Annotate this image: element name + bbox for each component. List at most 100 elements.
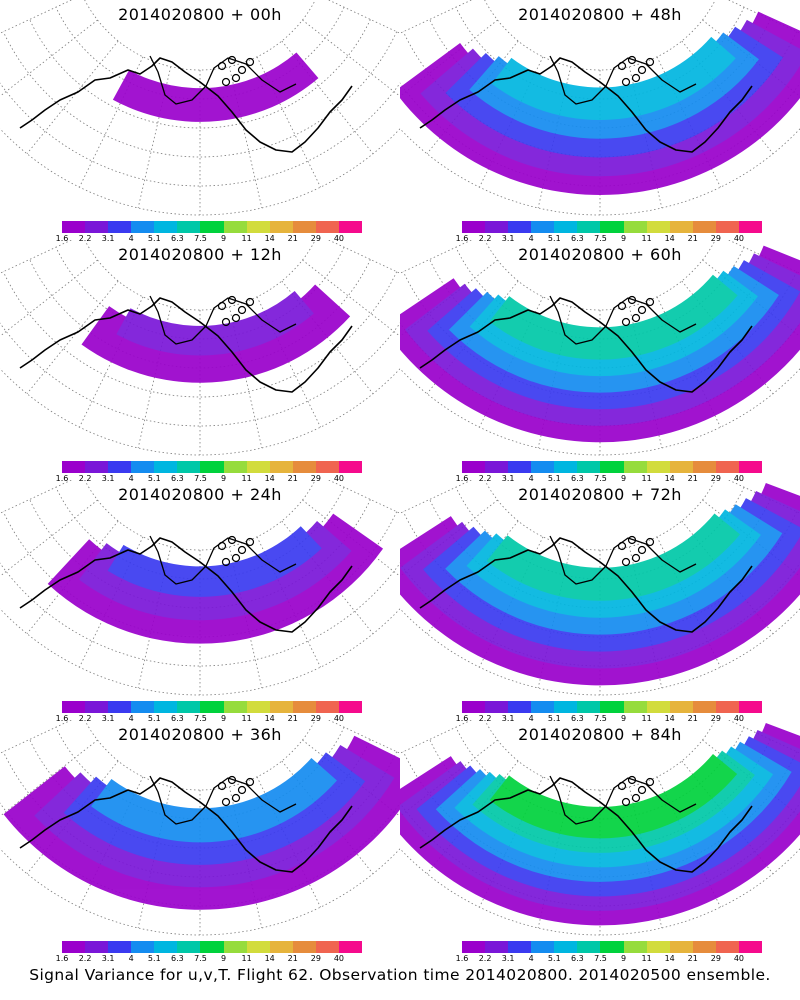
- colorbar-swatch: [554, 941, 578, 953]
- meridian-line: [302, 259, 400, 337]
- map: [400, 0, 800, 216]
- colorbar-swatch: [715, 461, 739, 473]
- colorbar-swatch: [131, 941, 155, 953]
- map: [0, 240, 400, 456]
- colorbar-swatch: [646, 941, 670, 953]
- island: [231, 313, 241, 323]
- island: [617, 301, 627, 311]
- colorbar-label: 14: [664, 474, 675, 483]
- colorbar: [462, 941, 763, 953]
- colorbar-swatch: [692, 941, 716, 953]
- colorbar-swatch: [554, 461, 578, 473]
- colorbar-label: 9: [220, 234, 227, 243]
- colorbar-label: 7.5: [594, 234, 607, 243]
- colorbar-swatch: [692, 701, 716, 713]
- parallel-line: [0, 128, 400, 216]
- colorbar-label: 6.3: [571, 954, 584, 963]
- colorbar-labels: 1.6 2.2 3.1 4 5.1 6.3 7.5 9 11 14 21 29 40: [56, 954, 362, 964]
- colorbar-swatch: [485, 221, 509, 233]
- meridian-line: [0, 240, 73, 274]
- map: [400, 240, 800, 456]
- colorbar-label: 3.1: [501, 234, 515, 243]
- colorbar-swatch: [269, 221, 293, 233]
- island: [645, 297, 655, 307]
- colorbar-label: 6.3: [171, 954, 184, 963]
- parallel-line: [400, 368, 800, 456]
- colorbar-label: 1.6: [55, 234, 69, 243]
- colorbar-label: 21: [687, 474, 698, 483]
- colorbar-swatch: [315, 701, 339, 713]
- panel-48h: 2014020800 + 48h 1.6 2.2 3.1 4 5.1 6.3 7.5 9 11 1…: [400, 0, 800, 243]
- colorbar-label: 1.6: [455, 954, 469, 963]
- colorbar-swatch: [462, 701, 486, 713]
- colorbar-label: 2.2: [78, 954, 92, 963]
- colorbar-label: 29: [710, 234, 721, 243]
- colorbar-label: 3.1: [101, 474, 115, 483]
- island: [637, 65, 647, 75]
- island: [645, 537, 655, 547]
- panel-title: 2014020800 + 00h: [118, 5, 282, 24]
- colorbar-label: 3.1: [501, 474, 515, 483]
- variance-band: [91, 757, 337, 843]
- colorbar-label: 1.6: [455, 474, 469, 483]
- colorbar-label: 29: [710, 954, 721, 963]
- coastline: [149, 775, 297, 825]
- meridian-line: [327, 240, 400, 274]
- meridian-line: [327, 720, 400, 754]
- colorbar-swatch: [62, 461, 86, 473]
- island: [237, 785, 247, 795]
- island: [621, 797, 631, 807]
- colorbar-swatch: [508, 461, 532, 473]
- colorbar-swatch: [62, 701, 86, 713]
- parallel-line: [400, 128, 800, 216]
- colorbar-swatch: [531, 221, 555, 233]
- colorbar-label: 4: [128, 714, 134, 723]
- panel-title: 2014020800 + 36h: [118, 725, 282, 744]
- colorbar-label: 4: [528, 714, 534, 723]
- colorbar-labels: 1.6 2.2 3.1 4 5.1 6.3 7.5 9 11 14 21 29 40: [56, 474, 362, 484]
- meridian-line: [302, 19, 400, 97]
- map: [400, 480, 800, 696]
- colorbar-swatch: [508, 221, 532, 233]
- colorbar-swatch: [669, 941, 693, 953]
- colorbar-label: 40: [733, 234, 745, 243]
- colorbar: [62, 701, 363, 713]
- meridian-line: [400, 240, 473, 274]
- coastline: [19, 297, 353, 393]
- variance-band: [112, 52, 319, 122]
- meridian-line: [0, 499, 98, 577]
- colorbar-label: 2.2: [478, 474, 492, 483]
- colorbar-label: 2.2: [78, 474, 92, 483]
- variance-field: [400, 482, 800, 686]
- colorbar-label: 29: [310, 714, 321, 723]
- variance-band: [489, 753, 738, 839]
- variance-field: [47, 513, 384, 644]
- parallel-line: [0, 322, 400, 427]
- colorbar-swatch: [108, 941, 132, 953]
- island: [631, 793, 641, 803]
- colorbar-label: 40: [333, 714, 345, 723]
- colorbar-label: 3.1: [101, 714, 115, 723]
- colorbar-swatch: [715, 941, 739, 953]
- variance-band: [63, 752, 366, 865]
- island: [221, 317, 231, 327]
- coastline: [149, 55, 297, 105]
- colorbar-swatch: [154, 941, 178, 953]
- colorbar-swatch: [508, 701, 532, 713]
- colorbar-label: 3.1: [501, 714, 515, 723]
- colorbar-swatch: [531, 461, 555, 473]
- variance-field: [3, 735, 400, 910]
- colorbar-swatch: [177, 461, 201, 473]
- island: [217, 541, 227, 551]
- parallel-line: [0, 82, 400, 187]
- parallel-line: [0, 368, 400, 456]
- colorbar-label: 6.3: [171, 474, 184, 483]
- colorbar-swatch: [692, 221, 716, 233]
- colorbar-label: 4: [528, 474, 534, 483]
- colorbar-swatch: [108, 221, 132, 233]
- island: [637, 305, 647, 315]
- colorbar-swatch: [223, 941, 247, 953]
- colorbar-swatch: [485, 461, 509, 473]
- colorbar-swatch: [531, 701, 555, 713]
- parallel-line: [400, 608, 800, 696]
